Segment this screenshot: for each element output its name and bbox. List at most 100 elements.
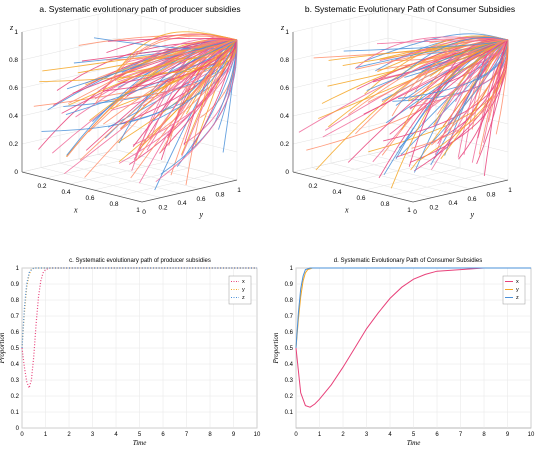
y-tick-label: 0 xyxy=(142,209,146,216)
y-tick-label: 0.5 xyxy=(285,346,294,352)
legend xyxy=(228,275,252,305)
x-tick-label: 0.8 xyxy=(380,201,389,208)
x-tick-label: 6 xyxy=(161,432,165,438)
trajectory-line xyxy=(306,39,509,151)
y-tick-label: 0 xyxy=(413,209,417,216)
y-tick-label: 0.2 xyxy=(429,205,438,212)
x-axis xyxy=(292,171,414,203)
series-line-z xyxy=(295,267,531,349)
z-tick-label: 0.6 xyxy=(280,85,289,92)
x-tick-label: 2 xyxy=(67,432,71,438)
grid-line xyxy=(311,167,433,198)
y-tick-label: 0.9 xyxy=(285,282,294,288)
grid-line xyxy=(330,162,452,194)
y-tick-label: 0.4 xyxy=(285,362,294,368)
grid-line xyxy=(97,154,219,185)
chart-d: 0 1 2 3 4 5 6 7 8 9 10 0.1 0.2 0.3 0.4 0.5 0.6 0.7 0.8 0.9 1… xyxy=(272,266,535,447)
grid-line xyxy=(116,121,238,153)
y-tick-label: 1 xyxy=(290,266,294,272)
grid-line xyxy=(40,167,162,198)
trajectory-line xyxy=(411,39,509,149)
y-tick-label: 0.8 xyxy=(486,191,495,198)
x-tick-label: 1 xyxy=(407,207,411,214)
z-tick-label: 0 xyxy=(285,169,289,176)
x-tick-label: 5 xyxy=(412,432,416,438)
y-tick-label: 0.2 xyxy=(158,205,167,212)
x-tick-label: 8 xyxy=(208,432,212,438)
y-tick-label: 0 xyxy=(16,426,20,432)
x-tick-label: 0.6 xyxy=(356,195,365,202)
y-tick-label: 0.6 xyxy=(11,330,20,336)
legend-label-y: y xyxy=(516,287,519,293)
grid-line xyxy=(116,9,238,41)
chart-b-title: b. Systematic Evolutionary Path of Consu… xyxy=(305,4,515,14)
trajectory-line xyxy=(367,39,509,103)
trajectory-line xyxy=(363,39,509,115)
grid-line xyxy=(21,149,118,173)
x-tick-label: 0.2 xyxy=(308,183,317,190)
grid-line xyxy=(59,162,181,194)
x-axis-label: Time xyxy=(133,439,147,447)
z-tick-label: 1 xyxy=(14,29,18,36)
trajectory-line xyxy=(120,39,238,130)
x-axis-label: x xyxy=(73,206,78,215)
trajectory-line xyxy=(106,39,238,61)
chart-c-title: c. Systematic evolutionary path of produ… xyxy=(69,258,211,264)
x-axis-label: Time xyxy=(407,439,421,447)
y-tick-label: 0.7 xyxy=(11,314,20,320)
trajectory-line xyxy=(396,36,509,80)
y-tick-label: 1 xyxy=(508,187,512,194)
z-tick-label: 0.8 xyxy=(9,57,18,64)
trajectory-line xyxy=(408,39,509,102)
trajectory-line xyxy=(152,39,238,122)
legend-label-x: x xyxy=(516,279,519,285)
trajectory-line xyxy=(95,35,238,104)
grid-line xyxy=(349,158,471,190)
y-tick-label: 0.2 xyxy=(285,394,294,400)
y-tick-label: 1 xyxy=(16,266,20,272)
y-tick-label: 0.5 xyxy=(11,346,20,352)
x-tick-label: 0.4 xyxy=(61,189,70,196)
z-axis-label: z xyxy=(9,23,14,32)
grid-line xyxy=(292,37,389,61)
y-tick-label: 0.7 xyxy=(285,314,294,320)
chart-b: 00.20.40.60.810.20.40.60.81 00.20.40.60.8… xyxy=(280,9,512,219)
x-tick-label: 4 xyxy=(114,432,118,438)
z-tick-label: 1 xyxy=(285,29,289,36)
trajectory-line xyxy=(343,39,509,52)
grid-line xyxy=(292,93,389,117)
trajectory-line xyxy=(107,37,238,42)
y-axis xyxy=(141,179,238,203)
x-axis xyxy=(21,171,143,203)
y-axis-label: Proportion xyxy=(0,332,6,364)
trajectory-line xyxy=(155,39,238,183)
x-tick-label: 9 xyxy=(232,432,236,438)
chart-a: 00.20.40.60.810.20.40.60.81 00.20.40.60.8… xyxy=(9,9,241,219)
x-tick-label: 0.2 xyxy=(37,183,46,190)
trajectory-line xyxy=(159,39,238,154)
trajectory-line xyxy=(146,39,238,151)
x-tick-label: 1 xyxy=(44,432,48,438)
trajectory-line xyxy=(418,40,509,162)
y-tick-label: 0.8 xyxy=(215,191,224,198)
grid-line xyxy=(21,121,118,145)
trajectory-line xyxy=(119,39,238,84)
x-tick-label: 6 xyxy=(435,432,439,438)
y-tick-label: 0.4 xyxy=(11,362,20,368)
series-line-x xyxy=(295,267,531,408)
trajectory-line xyxy=(348,38,509,115)
grid-line xyxy=(387,149,509,181)
y-tick-label: 1 xyxy=(237,187,241,194)
y-axis-label: y xyxy=(199,210,204,219)
x-tick-label: 0.4 xyxy=(332,189,341,196)
x-tick-label: 3 xyxy=(365,432,369,438)
y-axis xyxy=(412,179,509,203)
trajectory-line xyxy=(106,33,238,54)
x-tick-label: 3 xyxy=(91,432,95,438)
legend-label-y: y xyxy=(242,287,245,293)
grid-line xyxy=(292,65,389,89)
z-tick-label: 0.6 xyxy=(9,85,18,92)
x-tick-label: 1 xyxy=(136,207,140,214)
trajectory-line xyxy=(483,39,509,177)
